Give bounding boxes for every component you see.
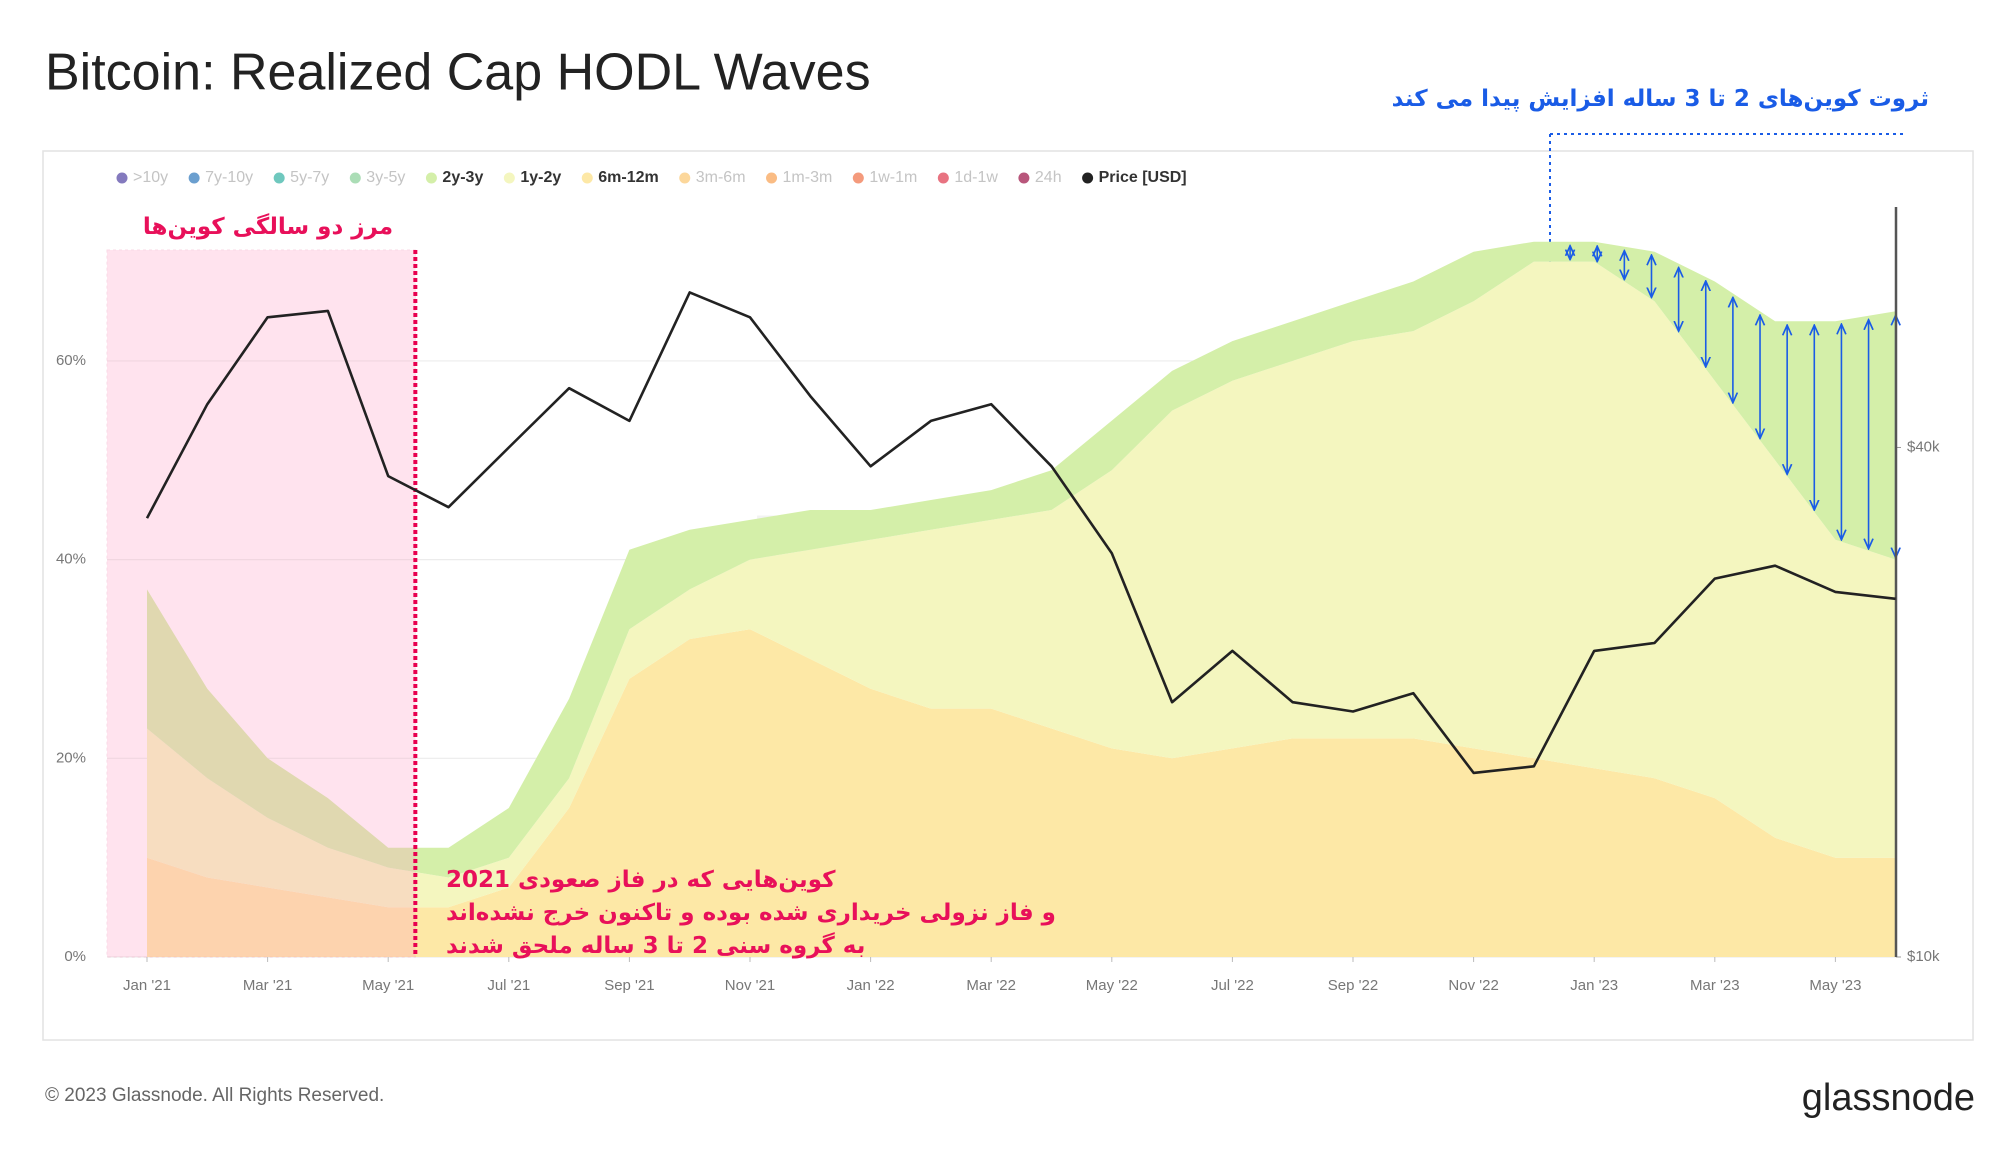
legend-label: >10y <box>133 169 168 186</box>
legend-marker <box>503 172 515 184</box>
x-tick-label: Nov '22 <box>1448 977 1498 994</box>
y-tick-label: 0% <box>64 948 86 965</box>
y-tick-label: 60% <box>56 352 86 369</box>
area <box>147 261 1896 908</box>
annotation: مرز دو سالگی کوین‌ها <box>142 214 394 240</box>
x-tick-label: Jan '21 <box>123 977 171 994</box>
legend-label: 24h <box>1035 169 1062 186</box>
legend-marker <box>679 172 691 184</box>
annotation-leader <box>1549 133 1906 264</box>
legend-marker <box>116 172 128 184</box>
price-line <box>145 291 1896 775</box>
legend-marker <box>1082 172 1094 184</box>
legend-label: 5y-7y <box>290 169 329 186</box>
logo: glassnode <box>1802 1077 1975 1119</box>
legend-marker <box>349 172 361 184</box>
chart-title: Bitcoin: Realized Cap HODL Waves <box>45 44 871 102</box>
x-tick-label: May '21 <box>362 977 414 994</box>
legend-marker <box>581 172 593 184</box>
y2-tick-label: $40k <box>1907 438 1940 455</box>
x-tick-label: Mar '23 <box>1690 977 1740 994</box>
x-tick-label: Jul '21 <box>487 977 530 994</box>
annotation-line: به گروه سنی 2 تا 3 ساله ملحق شدند <box>446 933 866 959</box>
area <box>147 241 1896 878</box>
x-tick-label: May '23 <box>1809 977 1861 994</box>
legend-label: 1m-3m <box>783 169 833 186</box>
annotation: ثروت کوین‌های 2 تا 3 ساله افزایش پیدا می… <box>1391 86 1929 112</box>
x-tick-label: Jul '22 <box>1211 977 1254 994</box>
legend-label: 7y-10y <box>205 169 253 186</box>
annotation-line: و فاز نزولی خریداری شده بوده و تاکنون خر… <box>446 900 1056 926</box>
legend-label: 1y-2y <box>520 169 561 186</box>
x-tick-label: Mar '22 <box>966 977 1016 994</box>
x-tick-label: May '22 <box>1086 977 1138 994</box>
footer: © 2023 Glassnode. All Rights Reserved. <box>45 1085 384 1106</box>
x-tick-label: Jan '23 <box>1570 977 1618 994</box>
legend-marker <box>937 172 949 184</box>
legend-label: Price [USD] <box>1099 169 1187 186</box>
highlight-region <box>106 249 416 958</box>
legend-label: 6m-12m <box>598 169 658 186</box>
legend-marker <box>766 172 778 184</box>
y2-tick-label: $10k <box>1907 948 1940 965</box>
legend-marker <box>425 172 437 184</box>
y-tick-label: 40% <box>56 551 86 568</box>
x-tick-label: Nov '21 <box>725 977 775 994</box>
chart-frame <box>42 150 1974 1041</box>
x-tick-label: Sep '22 <box>1328 977 1378 994</box>
annotation-line: کوین‌هایی که در فاز صعودی 2021 <box>446 867 836 893</box>
legend-marker <box>188 172 200 184</box>
legend-marker <box>852 172 864 184</box>
legend-label: 3m-6m <box>696 169 746 186</box>
y-tick-label: 20% <box>56 749 86 766</box>
annotation: کوین‌هایی که در فاز صعودی 2021 و فاز نزو… <box>446 864 1056 963</box>
area <box>147 629 1896 957</box>
x-tick-label: Mar '21 <box>243 977 293 994</box>
x-tick-label: Jan '22 <box>847 977 895 994</box>
legend-marker <box>1018 172 1030 184</box>
legend-label: 1d-1w <box>954 169 998 186</box>
x-tick-label: Sep '21 <box>604 977 654 994</box>
legend-label: 3y-5y <box>366 169 405 186</box>
legend-label: 2y-3y <box>442 169 483 186</box>
legend-marker <box>273 172 285 184</box>
legend-label: 1w-1m <box>869 169 917 186</box>
